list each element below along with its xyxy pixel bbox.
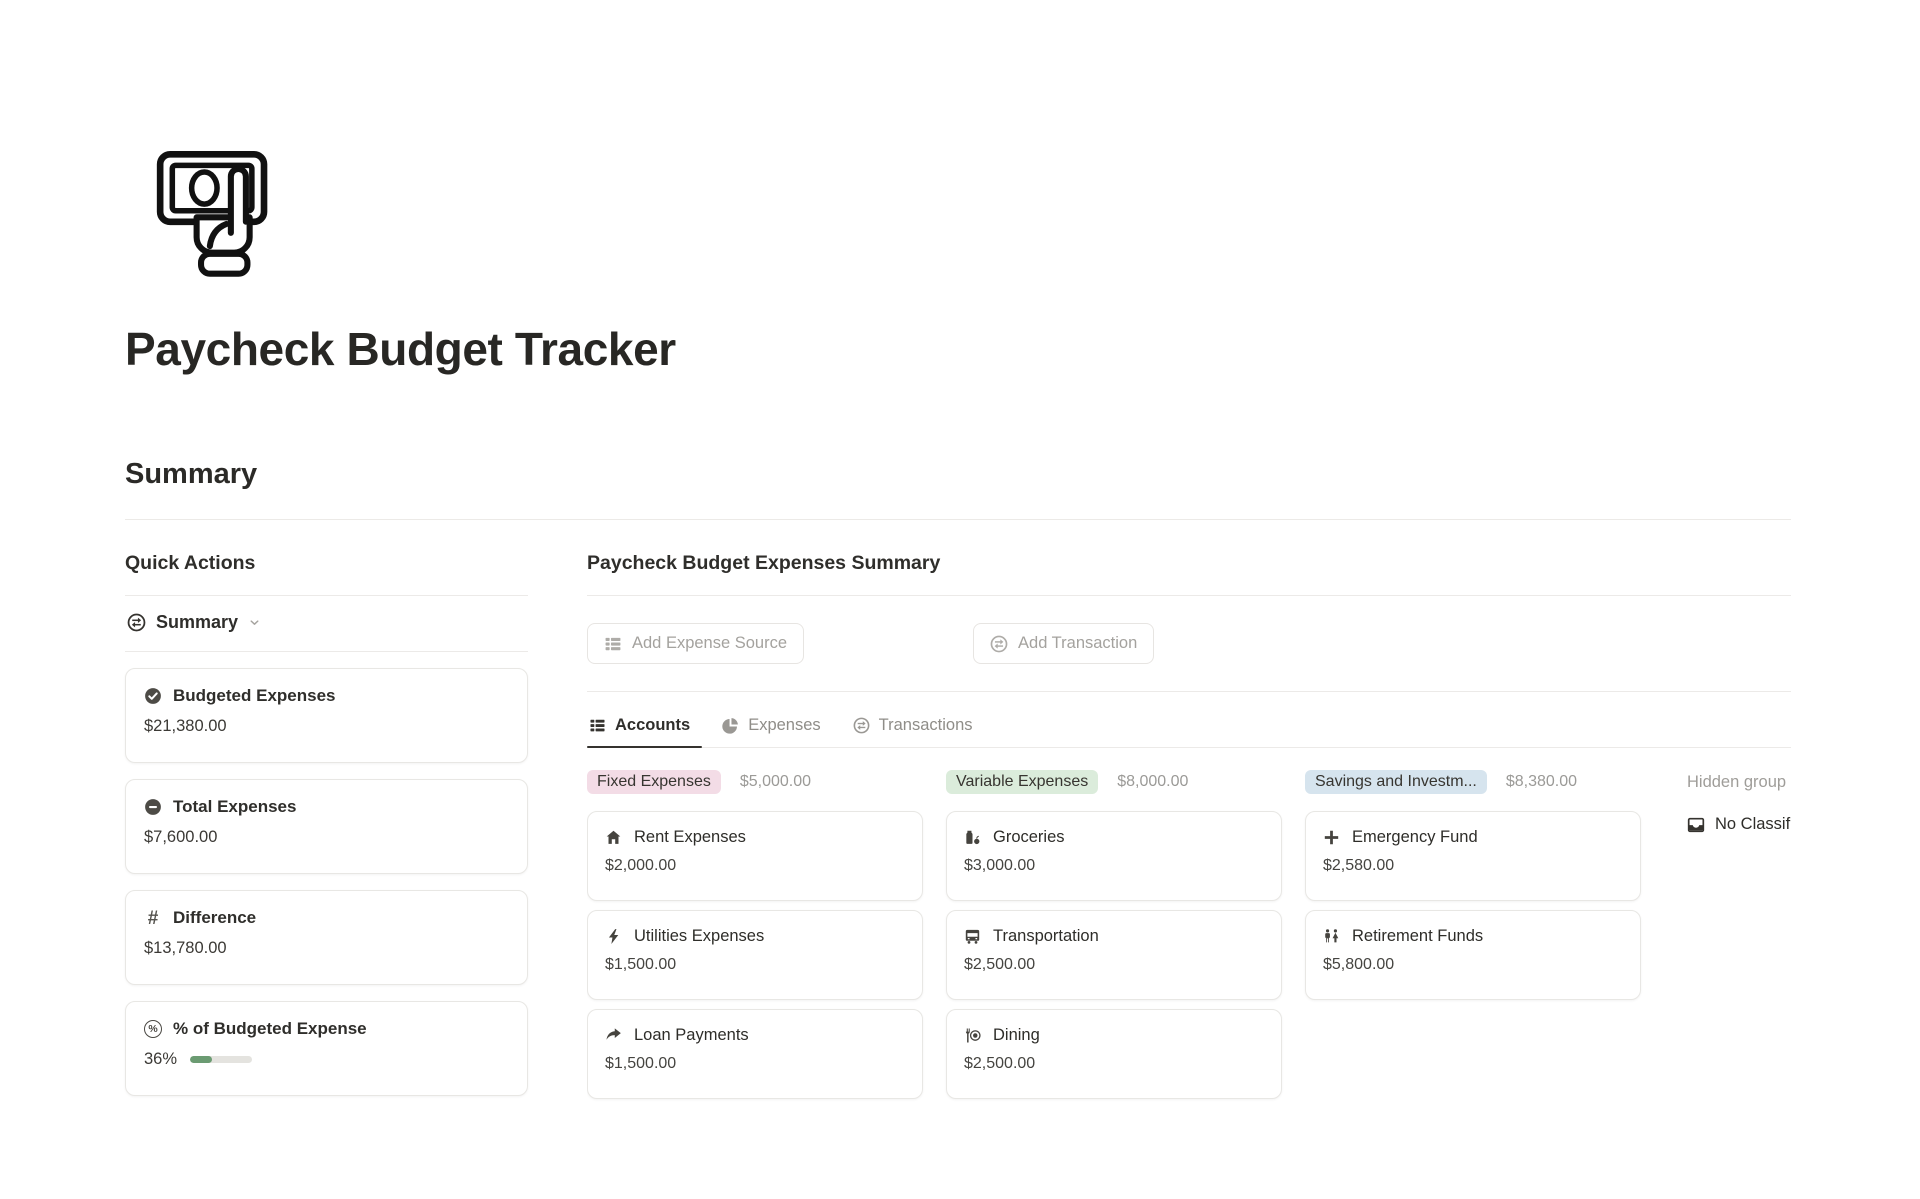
expense-card-dining[interactable]: Dining $2,500.00 (946, 1009, 1282, 1099)
table-rows-icon (589, 717, 606, 734)
quick-actions-heading: Quick Actions (125, 552, 528, 596)
expense-card-amount: $2,000.00 (605, 857, 677, 874)
house-icon (605, 829, 622, 846)
summary-heading: Summary (125, 458, 258, 490)
expense-card-amount: $3,000.00 (964, 857, 1036, 874)
inbox-icon (1687, 816, 1705, 834)
column-tag-pill[interactable]: Variable Expenses (946, 770, 1099, 794)
kanban-board: Fixed Expenses $5,000.00 Rent Expenses $… (587, 768, 1791, 1108)
expense-card-title: Groceries (993, 828, 1065, 846)
expense-card-title: Loan Payments (634, 1026, 749, 1044)
tab-label: Accounts (615, 716, 691, 734)
hidden-group-label[interactable]: Hidden group (1687, 772, 1787, 791)
plus-icon (1323, 829, 1340, 846)
expense-card-amount: $1,500.00 (605, 1055, 677, 1072)
expense-card-groceries[interactable]: Groceries $3,000.00 (946, 811, 1282, 901)
board-column-fixed-expenses: Fixed Expenses $5,000.00 Rent Expenses $… (587, 768, 923, 1108)
table-rows-icon (604, 635, 622, 653)
expense-card-title: Rent Expenses (634, 828, 746, 846)
groceries-icon (964, 829, 981, 846)
expense-card-loan-payments[interactable]: Loan Payments $1,500.00 (587, 1009, 923, 1099)
section-divider (125, 519, 1791, 520)
expense-card-amount: $5,800.00 (1323, 956, 1395, 973)
add-expense-source-label: Add Expense Source (632, 634, 788, 652)
transactions-icon (853, 717, 870, 734)
hidden-group-item-label: No Classification (1715, 815, 1791, 833)
page-title[interactable]: Paycheck Budget Tracker (125, 323, 676, 375)
quick-card-value: $21,380.00 (144, 717, 227, 735)
progress-bar-fill (190, 1056, 213, 1063)
expense-card-rent[interactable]: Rent Expenses $2,000.00 (587, 811, 923, 901)
page-icon-cash-in-hand[interactable] (148, 140, 285, 277)
view-selector[interactable]: Summary (125, 612, 528, 652)
column-total: $8,380.00 (1505, 773, 1578, 790)
forward-arrow-icon (605, 1027, 622, 1044)
quick-card-budgeted-expenses[interactable]: Budgeted Expenses $21,380.00 (125, 668, 528, 763)
quick-card-label: Total Expenses (173, 797, 297, 816)
column-tag-pill[interactable]: Fixed Expenses (587, 770, 721, 794)
pie-chart-icon (722, 717, 739, 734)
bolt-icon (605, 928, 622, 945)
board-column-savings-investments: Savings and Investm... $8,380.00 Emergen… (1305, 768, 1641, 1108)
column-total: $5,000.00 (739, 773, 812, 790)
hash-icon: # (147, 907, 159, 929)
chevron-down-icon (248, 616, 261, 629)
expense-card-title: Retirement Funds (1352, 927, 1484, 945)
expense-card-title: Utilities Expenses (634, 927, 765, 945)
tab-label: Expenses (748, 716, 821, 734)
expense-card-amount: $2,500.00 (964, 956, 1036, 973)
percent-circle-icon: % (144, 1020, 162, 1038)
expense-card-amount: $1,500.00 (605, 956, 677, 973)
cash-in-hand-icon (156, 151, 268, 277)
tab-transactions[interactable]: Transactions (851, 712, 985, 747)
progress-bar (190, 1056, 253, 1063)
expenses-summary-heading: Paycheck Budget Expenses Summary (587, 552, 1791, 596)
divider (587, 691, 1791, 692)
progress-percent-value: 36% (144, 1050, 178, 1068)
add-transaction-button[interactable]: Add Transaction (973, 623, 1155, 664)
bus-icon (964, 928, 981, 945)
add-expense-source-button[interactable]: Add Expense Source (587, 623, 805, 664)
board-column-variable-expenses: Variable Expenses $8,000.00 Groceries $3… (946, 768, 1282, 1108)
expense-card-title: Emergency Fund (1352, 828, 1478, 846)
transactions-icon (127, 613, 146, 632)
view-selector-label: Summary (156, 612, 239, 632)
hidden-group-item-no-classification[interactable]: No Classification (1687, 815, 1791, 834)
column-total: $8,000.00 (1117, 773, 1189, 790)
add-transaction-label: Add Transaction (1018, 634, 1138, 652)
actions-row: Add Expense Source Add Transaction (587, 623, 1791, 664)
quick-card-total-expenses[interactable]: Total Expenses $7,600.00 (125, 779, 528, 874)
expense-card-emergency-fund[interactable]: Emergency Fund $2,580.00 (1305, 811, 1641, 901)
column-tag-pill[interactable]: Savings and Investm... (1305, 770, 1487, 794)
expense-card-transportation[interactable]: Transportation $2,500.00 (946, 910, 1282, 1000)
minus-circle-icon (144, 798, 162, 816)
quick-card-value: $13,780.00 (144, 939, 227, 957)
check-circle-icon (144, 687, 162, 705)
expense-card-amount: $2,580.00 (1323, 857, 1395, 874)
tab-accounts[interactable]: Accounts (587, 712, 703, 748)
board-column-hidden-group: Hidden group No Classification (1664, 768, 1791, 1108)
tab-expenses[interactable]: Expenses (720, 712, 832, 747)
quick-card-value: $7,600.00 (144, 828, 218, 846)
quick-card-difference[interactable]: # Difference $13,780.00 (125, 890, 528, 985)
expense-card-title: Transportation (993, 927, 1099, 945)
family-icon (1323, 928, 1340, 945)
quick-card-label: Difference (173, 908, 257, 927)
tab-label: Transactions (878, 716, 973, 734)
view-tabs: Accounts Expenses Transactions (587, 712, 1791, 748)
quick-card-percent-of-budget[interactable]: % % of Budgeted Expense 36% (125, 1001, 528, 1096)
expense-card-title: Dining (993, 1026, 1040, 1044)
expense-card-utilities[interactable]: Utilities Expenses $1,500.00 (587, 910, 923, 1000)
quick-card-label: Budgeted Expenses (173, 686, 336, 705)
expense-card-amount: $2,500.00 (964, 1055, 1036, 1072)
transactions-icon (990, 635, 1008, 653)
expense-card-retirement-funds[interactable]: Retirement Funds $5,800.00 (1305, 910, 1641, 1000)
quick-card-label: % of Budgeted Expense (173, 1019, 367, 1038)
expenses-summary-panel: Paycheck Budget Expenses Summary Add Exp… (587, 552, 1791, 1199)
quick-actions-panel: Quick Actions Summary Budgeted Expenses … (125, 552, 528, 1096)
dining-icon (964, 1027, 981, 1044)
